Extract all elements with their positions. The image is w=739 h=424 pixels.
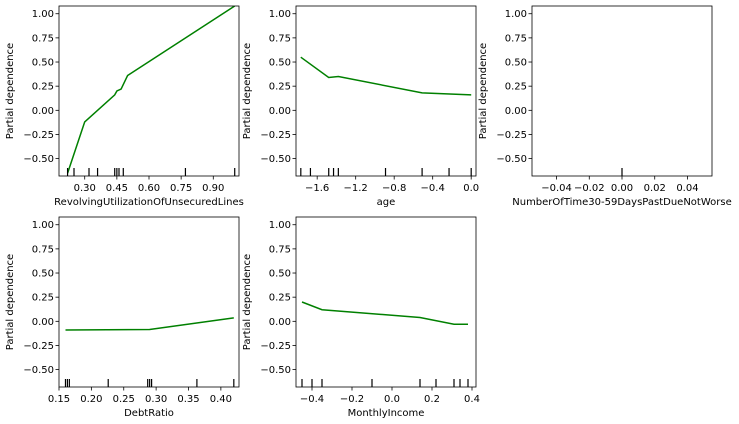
x-axis-label: RevolvingUtilizationOfUnsecuredLines bbox=[54, 197, 244, 208]
axes-frame bbox=[295, 5, 477, 177]
x-tick-label: 0.25 bbox=[113, 394, 135, 405]
y-tick-label: 0.50 bbox=[32, 269, 54, 280]
y-tick-label: −0.50 bbox=[260, 154, 291, 165]
x-axis-label: MonthlyIncome bbox=[348, 408, 425, 419]
y-tick-label: 0.50 bbox=[269, 58, 291, 69]
x-tick-label: −0.04 bbox=[541, 183, 572, 194]
pd-line bbox=[65, 317, 234, 331]
y-tick-label: 1.00 bbox=[32, 9, 54, 20]
y-tick-label: 0.00 bbox=[269, 317, 291, 328]
x-tick-label: −1.2 bbox=[344, 183, 368, 194]
x-axis-label: DebtRatio bbox=[124, 408, 174, 419]
x-tick-label: 0.00 bbox=[611, 183, 633, 194]
y-tick-label: 0.00 bbox=[505, 106, 527, 117]
y-tick-label: 0.75 bbox=[505, 33, 527, 44]
x-tick-label: 0.90 bbox=[202, 183, 224, 194]
y-tick-label: 0.50 bbox=[505, 58, 527, 69]
x-tick-label: 0.4 bbox=[464, 394, 480, 405]
y-tick-label: 0.50 bbox=[269, 269, 291, 280]
y-tick-label: 0.75 bbox=[32, 244, 54, 255]
pd-line bbox=[300, 56, 472, 96]
x-tick-label: 0.04 bbox=[676, 183, 698, 194]
y-tick-label: −0.50 bbox=[23, 365, 54, 376]
y-tick-label: 0.50 bbox=[32, 58, 54, 69]
x-tick-label: 0.0 bbox=[384, 394, 400, 405]
x-tick-label: 0.30 bbox=[74, 183, 96, 194]
y-tick-label: 0.00 bbox=[32, 317, 54, 328]
y-tick-label: −0.25 bbox=[260, 130, 291, 141]
x-tick-label: 0.0 bbox=[463, 183, 479, 194]
y-tick-label: 1.00 bbox=[269, 220, 291, 231]
x-tick-label: −0.4 bbox=[300, 394, 324, 405]
y-tick-label: −0.25 bbox=[260, 341, 291, 352]
y-tick-label: 1.00 bbox=[32, 220, 54, 231]
y-tick-label: 1.00 bbox=[269, 9, 291, 20]
axes-frame bbox=[295, 216, 477, 388]
y-tick-label: 0.75 bbox=[269, 244, 291, 255]
y-tick-label: 0.00 bbox=[269, 106, 291, 117]
y-tick-label: −0.25 bbox=[23, 341, 54, 352]
y-axis-label: Partial dependence bbox=[5, 43, 16, 139]
x-tick-label: 0.35 bbox=[177, 394, 199, 405]
y-axis-label: Partial dependence bbox=[242, 43, 253, 139]
y-tick-label: 1.00 bbox=[505, 9, 527, 20]
x-axis-label: NumberOfTime30-59DaysPastDueNotWorse bbox=[512, 197, 732, 208]
x-tick-label: −0.8 bbox=[382, 183, 406, 194]
y-tick-label: 0.25 bbox=[269, 82, 291, 93]
y-tick-label: 0.00 bbox=[32, 106, 54, 117]
subplot-2: −0.50 −0.25 0.00 0.25 0.50 0.75 1.00 −1.6 −1.2 −0… bbox=[242, 5, 479, 208]
x-tick-label: 0.75 bbox=[170, 183, 192, 194]
y-axis-label: Partial dependence bbox=[478, 43, 489, 139]
x-tick-label: 0.2 bbox=[424, 394, 440, 405]
y-tick-label: −0.25 bbox=[23, 130, 54, 141]
y-tick-label: −0.50 bbox=[260, 365, 291, 376]
x-tick-label: 0.15 bbox=[48, 394, 70, 405]
x-tick-label: 0.02 bbox=[644, 183, 666, 194]
y-tick-label: −0.25 bbox=[496, 130, 527, 141]
subplot-5: −0.50 −0.25 0.00 0.25 0.50 0.75 1.00 −0.4 −0.2 0.… bbox=[242, 216, 480, 419]
pd-line bbox=[301, 301, 468, 325]
x-tick-label: −0.02 bbox=[574, 183, 605, 194]
y-tick-label: 0.25 bbox=[32, 293, 54, 304]
subplot-4: −0.50 −0.25 0.00 0.25 0.50 0.75 1.00 0.15 0.20 0.… bbox=[5, 216, 240, 419]
y-axis-label: Partial dependence bbox=[5, 254, 16, 350]
axes-frame bbox=[58, 216, 240, 388]
y-tick-label: 0.75 bbox=[269, 33, 291, 44]
x-tick-label: 0.30 bbox=[145, 394, 167, 405]
x-tick-label: −0.4 bbox=[421, 183, 445, 194]
y-tick-label: 0.25 bbox=[32, 82, 54, 93]
x-tick-label: 0.40 bbox=[210, 394, 232, 405]
x-tick-label: −1.6 bbox=[305, 183, 329, 194]
subplot-1: −0.50 −0.25 0.00 0.25 0.50 0.75 1.00 0.30 0.45 0.… bbox=[5, 5, 244, 208]
y-tick-label: −0.50 bbox=[496, 154, 527, 165]
x-tick-label: 0.20 bbox=[80, 394, 102, 405]
subplot-3: −0.50 −0.25 0.00 0.25 0.50 0.75 1.00 −0.04 −0.02… bbox=[478, 5, 732, 208]
y-tick-label: 0.25 bbox=[269, 293, 291, 304]
x-tick-label: 0.45 bbox=[106, 183, 128, 194]
pd-line bbox=[66, 6, 236, 174]
y-tick-label: 0.75 bbox=[32, 33, 54, 44]
x-axis-label: age bbox=[377, 197, 396, 208]
y-tick-label: 0.25 bbox=[505, 82, 527, 93]
y-tick-label: −0.50 bbox=[23, 154, 54, 165]
x-tick-label: −0.2 bbox=[340, 394, 364, 405]
y-axis-label: Partial dependence bbox=[242, 254, 253, 350]
x-tick-label: 0.60 bbox=[138, 183, 160, 194]
